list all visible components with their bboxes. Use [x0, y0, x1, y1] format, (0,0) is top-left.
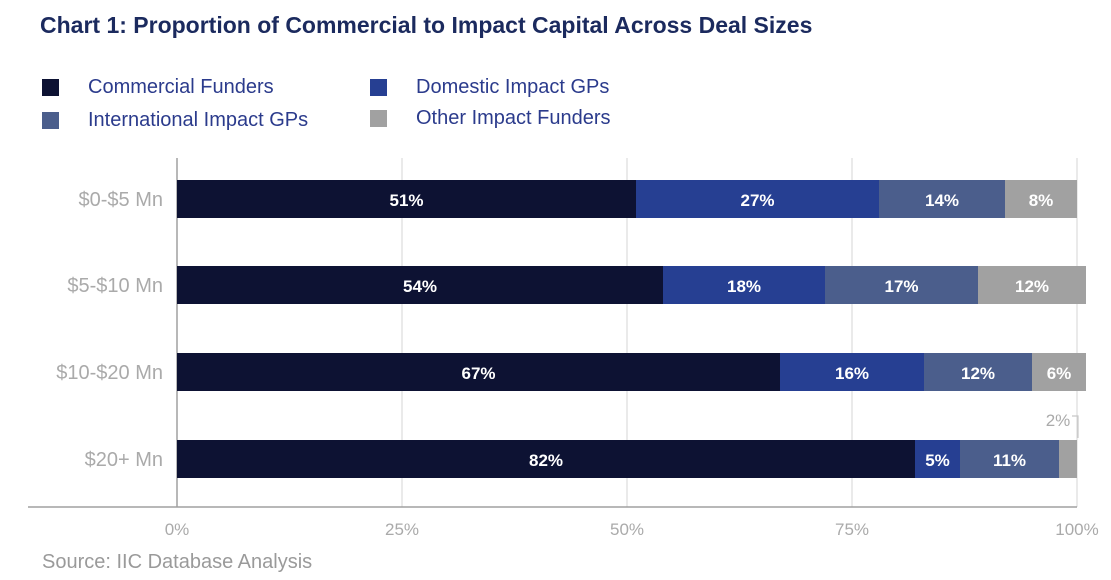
legend-label-international-impact-gps: International Impact GPs — [88, 109, 309, 131]
bar-domestic-impact-gps — [636, 180, 879, 218]
bar-other-impact-funders — [1005, 180, 1077, 218]
legend-label-other-impact-funders: Other Impact Funders — [416, 107, 611, 129]
bar-domestic-impact-gps — [780, 353, 924, 391]
data-label: 27% — [740, 191, 774, 210]
chart-title: Chart 1: Proportion of Commercial to Imp… — [40, 12, 813, 38]
data-label: 6% — [1047, 364, 1072, 383]
legend-swatch-international-impact-gps — [42, 112, 59, 129]
data-label: 12% — [961, 364, 995, 383]
data-label: 18% — [727, 277, 761, 296]
bar-commercial-funders — [177, 353, 780, 391]
legend-item-commercial-funders: Commercial Funders — [42, 76, 274, 99]
legend-label-commercial-funders: Commercial Funders — [88, 76, 274, 98]
data-label: 8% — [1029, 191, 1054, 210]
x-tick-label: 0% — [165, 520, 190, 539]
data-label: 51% — [389, 191, 423, 210]
x-tick-label: 25% — [385, 520, 419, 539]
source-note: Source: IIC Database Analysis — [42, 551, 313, 573]
bar-other-impact-funders — [1032, 353, 1086, 391]
data-label: 11% — [993, 451, 1026, 470]
bar-other-impact-funders — [978, 266, 1086, 304]
bar-international-impact-gps — [924, 353, 1032, 391]
data-label: 17% — [884, 277, 918, 296]
bar-commercial-funders — [177, 440, 915, 478]
bar-commercial-funders — [177, 180, 636, 218]
data-label: 12% — [1015, 277, 1049, 296]
data-label: 82% — [529, 451, 563, 470]
legend-swatch-domestic-impact-gps — [370, 79, 387, 96]
legend-swatch-commercial-funders — [42, 79, 59, 96]
legend-swatch-other-impact-funders — [370, 110, 387, 127]
bar-domestic-impact-gps — [915, 440, 960, 478]
legend-label-domestic-impact-gps: Domestic Impact GPs — [416, 76, 610, 98]
x-tick-label: 75% — [835, 520, 869, 539]
data-label: 2% — [1046, 411, 1071, 430]
category-label: $0-$5 Mn — [79, 189, 164, 211]
data-label-leader — [1072, 415, 1079, 438]
data-label: 54% — [403, 277, 437, 296]
bar-international-impact-gps — [825, 266, 978, 304]
bar-commercial-funders — [177, 266, 663, 304]
x-tick-label: 50% — [610, 520, 644, 539]
bar-other-impact-funders — [1059, 440, 1077, 478]
bar-domestic-impact-gps — [663, 266, 825, 304]
data-label: 5% — [925, 451, 950, 470]
category-label: $20+ Mn — [85, 449, 163, 471]
legend-item-other-impact-funders: Other Impact Funders — [370, 107, 611, 130]
category-label: $5-$10 Mn — [67, 275, 163, 297]
data-label: 16% — [835, 364, 869, 383]
bar-international-impact-gps — [960, 440, 1059, 478]
x-tick-label: 100% — [1055, 520, 1098, 539]
legend-item-international-impact-gps: International Impact GPs — [42, 109, 308, 132]
data-label: 67% — [461, 364, 495, 383]
legend-item-domestic-impact-gps: Domestic Impact GPs — [370, 76, 609, 99]
category-label: $10-$20 Mn — [56, 362, 163, 384]
data-label: 14% — [925, 191, 959, 210]
bar-international-impact-gps — [879, 180, 1005, 218]
